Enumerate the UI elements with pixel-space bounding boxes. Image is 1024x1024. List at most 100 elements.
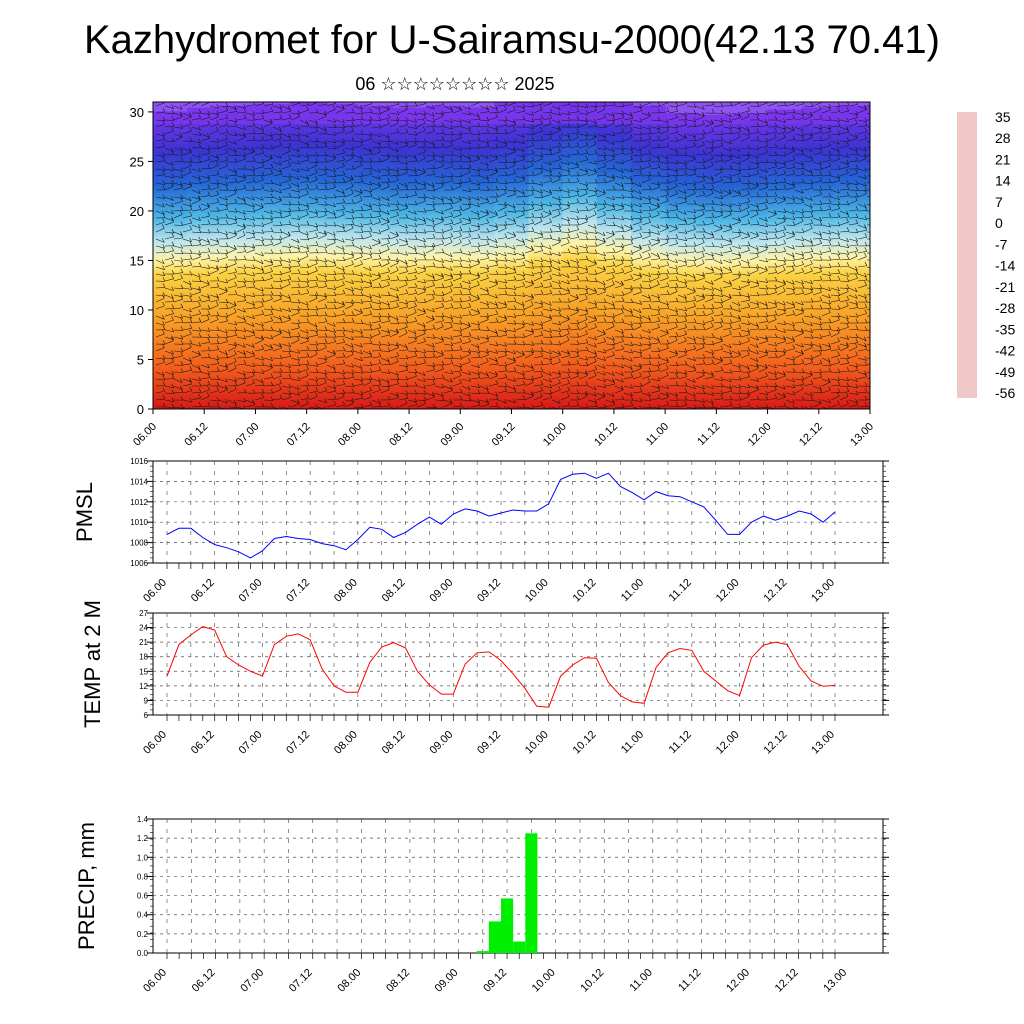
wind-barb-flag [819, 190, 822, 195]
wind-barb-flag [432, 122, 436, 127]
wind-barb-flag [801, 189, 804, 194]
wind-barb [209, 154, 219, 159]
wind-barb [479, 154, 489, 159]
wind-barb-flag [549, 188, 552, 194]
wind-barb-flag [485, 161, 489, 166]
wind-barb [632, 126, 642, 130]
wind-barb-flag [630, 133, 633, 138]
wind-barb [182, 196, 192, 202]
wind-barb-flag [819, 128, 823, 133]
wind-barb [578, 105, 588, 108]
wind-barb-flag [522, 174, 525, 180]
wind-barb-flag [648, 111, 651, 117]
wind-barb-flag [216, 154, 219, 159]
wind-barb [704, 175, 714, 180]
wind-barb [398, 124, 408, 128]
wind-barb [344, 178, 354, 184]
wind-barb-flag [675, 171, 679, 176]
wind-barb-flag [711, 138, 715, 144]
wind-barb-flag [567, 110, 571, 115]
wind-barb [776, 112, 786, 116]
wind-barb [659, 126, 669, 129]
wind-barb [326, 133, 336, 136]
wind-barb [632, 196, 642, 200]
wind-barb [344, 175, 354, 181]
wind-barb-flag [333, 144, 337, 150]
wind-barb-flag [846, 162, 849, 167]
wind-barb [722, 189, 732, 195]
wind-barb [812, 118, 822, 121]
wind-barb [407, 112, 417, 116]
wind-barb-flag [729, 147, 732, 152]
wind-barb [254, 174, 264, 177]
wind-barb-flag [306, 174, 309, 180]
wind-barb-flag [486, 177, 490, 183]
wind-barb [794, 117, 804, 121]
wind-barb [623, 168, 633, 173]
wind-barb [299, 125, 309, 128]
wind-barb [605, 112, 615, 117]
wind-barb-flag [792, 135, 796, 140]
wind-barb-flag [189, 157, 193, 163]
wind-barb-flag [396, 184, 400, 189]
wind-barb-flag [855, 169, 858, 174]
wind-barb-flag [171, 122, 175, 127]
wind-barb-flag [774, 122, 778, 127]
wind-barb [524, 145, 534, 149]
wind-barb-flag [738, 147, 741, 152]
wind-barb [659, 194, 669, 198]
wind-barb-flag [468, 195, 471, 200]
wind-barb [380, 186, 390, 191]
wind-barb [434, 165, 444, 170]
wind-barb [281, 111, 291, 114]
wind-barb [290, 203, 300, 206]
wind-barb-flag [873, 154, 875, 158]
wind-barb [164, 130, 174, 135]
wind-barb [236, 137, 246, 142]
wind-barb [155, 124, 165, 128]
wind-barb-flag [387, 182, 390, 187]
wind-barb-flag [594, 122, 598, 127]
wind-barb-flag [297, 110, 301, 115]
wind-barb [524, 133, 535, 135]
wind-barb-flag [550, 102, 552, 104]
wind-barb [596, 174, 606, 177]
wind-barb [749, 154, 759, 159]
wind-barb-flag [765, 180, 769, 185]
wind-barb-flag [207, 149, 211, 154]
wind-barb-flag [711, 127, 714, 132]
wind-barb-flag [180, 181, 183, 186]
wind-barb-flag [738, 127, 741, 132]
wind-barb-flag [369, 169, 373, 175]
wind-barb [578, 188, 588, 191]
wind-barb-flag [269, 119, 273, 124]
wind-barb-flag [513, 187, 517, 192]
wind-barb-flag [603, 162, 606, 167]
wind-barb-flag [342, 155, 346, 160]
wind-barb-flag [702, 190, 705, 195]
wind-barb [470, 125, 480, 128]
wind-barb [245, 104, 255, 107]
wind-barb-flag [702, 176, 706, 182]
wind-barb [299, 168, 309, 172]
wind-barb-flag [585, 131, 589, 136]
wind-barb-flag [648, 162, 651, 167]
wind-barb-flag [180, 112, 183, 117]
wind-barb-flag [729, 164, 733, 170]
wind-barb-flag [189, 148, 192, 153]
wind-barb-flag [486, 174, 489, 179]
wind-barb-flag [450, 199, 454, 204]
wind-barb [290, 147, 300, 152]
wind-barb [587, 161, 597, 165]
wind-barb [623, 158, 633, 163]
temperature-column [562, 102, 598, 409]
wind-barb [587, 119, 597, 124]
wind-barb-flag [279, 126, 282, 131]
wind-barb [668, 126, 678, 129]
wind-barb-flag [855, 164, 859, 169]
wind-barb [695, 167, 705, 170]
wind-barb-flag [333, 183, 336, 188]
wind-barb [164, 125, 174, 128]
wind-barb [848, 182, 858, 186]
wind-barb [551, 126, 561, 131]
